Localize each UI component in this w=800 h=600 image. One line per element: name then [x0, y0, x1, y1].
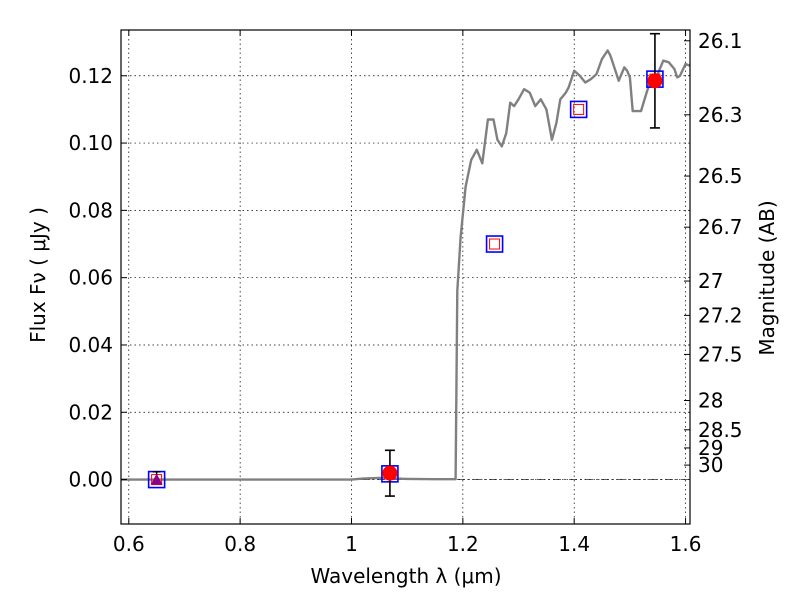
y2-tick-label: 26.3 [698, 103, 743, 127]
sed-curve-layer [121, 49, 691, 481]
x-tick-label: 0.8 [224, 532, 256, 556]
grid-lines [121, 30, 690, 524]
x-tick-label: 0.6 [113, 532, 145, 556]
y-tick-label: 0.10 [68, 131, 113, 155]
model-photometry-inner-box [573, 103, 585, 115]
x-tick-label: 1 [345, 532, 358, 556]
y2-tick-label: 26.5 [698, 164, 743, 188]
y-tick-labels: 0.00 0.02 0.04 0.06 0.08 0.10 0.12 [68, 64, 113, 492]
y-axis-title: Flux Fν ( μJy ) [26, 207, 50, 343]
y-tick-label: 0.04 [68, 333, 113, 357]
y-tick-label: 0.08 [68, 198, 113, 222]
y-tick-label: 0.12 [68, 64, 113, 88]
y2-tick-label: 26.1 [698, 29, 743, 53]
x-tick-labels: 0.6 0.8 1 1.2 1.4 1.6 [113, 532, 702, 556]
x-tick-label: 1.6 [670, 532, 702, 556]
y2-tick-label: 27 [698, 269, 723, 293]
y2-tick-label: 27.5 [698, 342, 743, 366]
x-axis-title: Wavelength λ (μm) [310, 564, 501, 588]
axis-ticks [121, 30, 690, 524]
y2-tick-label: 27.2 [698, 303, 743, 327]
y2-axis-title: Magnitude (AB) [755, 200, 779, 355]
measured-flux-point [647, 73, 663, 89]
plot-frame [120, 29, 691, 525]
y2-tick-label: 29 [698, 436, 723, 460]
upper-limit-triangle [150, 473, 163, 485]
photometry-markers [147, 32, 664, 497]
model-photometry-box [485, 235, 504, 253]
sed-model-curve [121, 49, 691, 481]
model-photometry-box [569, 100, 588, 119]
x-tick-label: 1.2 [447, 532, 479, 556]
y-tick-label: 0.00 [68, 468, 113, 492]
y-tick-label: 0.02 [68, 400, 113, 424]
y2-tick-label: 28 [698, 389, 723, 413]
y2-tick-label: 30 [698, 453, 723, 477]
model-photometry-inner-box [489, 238, 501, 250]
y2-tick-label: 26.7 [698, 215, 743, 239]
measured-flux-point [382, 465, 398, 481]
y-tick-label: 0.06 [68, 266, 113, 290]
y2-tick-label: 28.5 [698, 418, 743, 442]
x-tick-label: 1.4 [558, 532, 590, 556]
